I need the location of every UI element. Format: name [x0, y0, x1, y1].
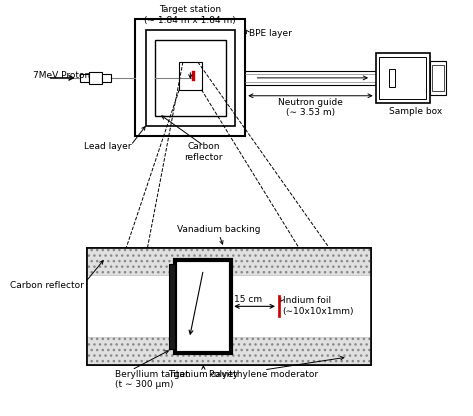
Bar: [429, 61, 447, 95]
Bar: [169, 264, 175, 349]
Bar: [179, 62, 201, 90]
Text: Sample box: Sample box: [389, 106, 442, 116]
Bar: [155, 40, 226, 116]
Bar: [87, 248, 371, 365]
Bar: [79, 74, 89, 82]
Text: Carbon reflector: Carbon reflector: [10, 280, 84, 290]
Text: Polyethylene moderator: Polyethylene moderator: [210, 370, 318, 379]
Bar: [379, 57, 426, 99]
Bar: [87, 275, 371, 337]
Bar: [87, 248, 371, 365]
Bar: [192, 71, 195, 81]
Bar: [432, 65, 444, 91]
Text: Titanium cavity: Titanium cavity: [168, 370, 238, 379]
Text: Beryllium target
(t ∼ 300 μm): Beryllium target (t ∼ 300 μm): [115, 370, 189, 389]
Text: Indium foil
(∼10x10x1mm): Indium foil (∼10x10x1mm): [282, 297, 354, 316]
Text: Carbon
reflector: Carbon reflector: [184, 142, 223, 162]
Text: 15 cm: 15 cm: [234, 295, 262, 305]
Bar: [87, 337, 371, 365]
Text: BPE layer: BPE layer: [249, 29, 292, 38]
Bar: [389, 69, 395, 87]
Text: Lead layer: Lead layer: [84, 142, 131, 151]
Bar: [376, 53, 429, 103]
Bar: [135, 19, 245, 136]
Text: Neutron guide
(∼ 3.53 m): Neutron guide (∼ 3.53 m): [278, 98, 343, 117]
Bar: [175, 260, 231, 353]
Text: Vanadium backing: Vanadium backing: [177, 225, 261, 234]
Text: Target station
(∼ 1.84 m x 1.84 m): Target station (∼ 1.84 m x 1.84 m): [144, 5, 236, 25]
Bar: [146, 30, 235, 126]
Bar: [89, 72, 102, 84]
Bar: [87, 248, 371, 275]
Text: 7MeV Proton: 7MeV Proton: [33, 71, 90, 80]
Bar: [278, 295, 280, 317]
Bar: [102, 74, 111, 82]
